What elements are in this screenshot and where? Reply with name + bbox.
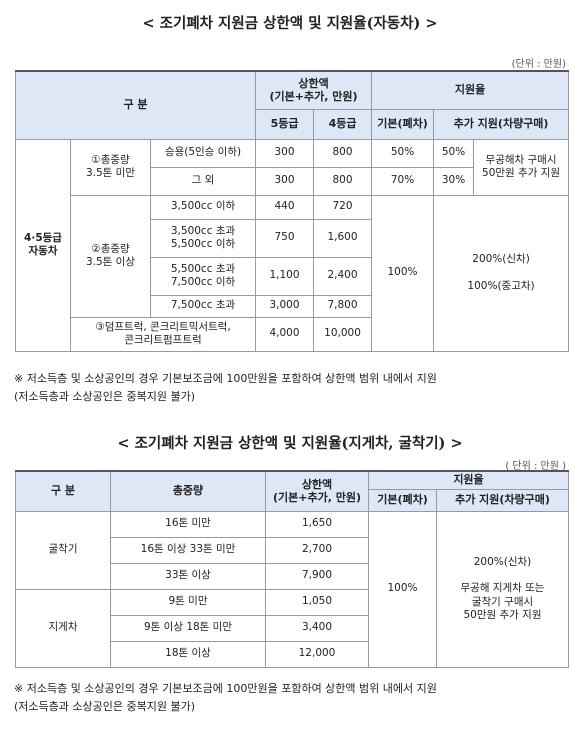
sub-cc-range: 7,500cc 초과 [149,294,257,318]
group-excavator: 굴착기 [15,510,111,590]
cell-extra: 30% [433,166,475,196]
header-group: 구 분 [15,470,111,512]
footnote-2: ※ 저소득층 및 소상공인의 경우 기본보조금에 100만원을 포함하여 상한액… [14,682,437,713]
cell-g4: 2,400 [313,256,373,296]
header-limit: 상한액 (기본+추가, 만원) [265,470,369,512]
cell-limit: 1,650 [265,510,369,538]
category-under-3-5t: ①총중량 3.5톤 미만 [70,138,151,196]
footnote-1: ※ 저소득층 및 소상공인의 경우 기본보조금에 100만원을 포함하여 상한액… [14,372,437,403]
cell-weight: 33톤 이상 [110,562,266,590]
cell-extra-merged: 200%(신차) 무공해 지게차 또는 굴착기 구매시 50만원 추가 지원 [436,510,569,668]
header-group: 구 분 [14,70,257,140]
cell-basic-merged: 100% [371,194,435,352]
cell-limit: 3,400 [265,614,369,642]
group-forklift: 지게차 [15,588,111,668]
table-autos: 구 분 상한액 (기본+추가, 만원) 지원율 5등급 4등급 기본(폐차) 추… [14,70,570,352]
cell-g4: 800 [313,166,373,196]
unit-label-2: ( 단위 : 만원 ) [505,461,566,472]
cell-g4: 720 [313,194,373,220]
cell-g5: 440 [255,194,315,220]
sub-cc-range: 3,500cc 초과 5,500cc 이하 [149,218,257,258]
cell-weight: 18톤 이상 [110,640,266,668]
title-machinery: < 조기폐차 지원금 상한액 및 지원율(지게차, 굴착기) > [117,435,463,452]
cell-g5: 1,100 [255,256,315,296]
cell-limit: 1,050 [265,588,369,616]
cell-weight: 9톤 미만 [110,588,266,616]
table-machinery: 구 분 총중량 상한액 (기본+추가, 만원) 지원율 기본(폐차) 추가 지원… [15,470,569,668]
cell-basic: 50% [371,138,435,168]
cell-limit: 12,000 [265,640,369,668]
header-grade5: 5등급 [255,108,315,140]
cell-extra: 50% [433,138,475,168]
header-basic: 기본(폐차) [371,108,435,140]
cell-limit: 2,700 [265,536,369,564]
cell-ev-bonus-note: 무공해차 구매시 50만원 추가 지원 [473,138,570,196]
header-weight: 총중량 [110,470,266,512]
cell-g5: 3,000 [255,294,315,318]
cell-g5: 750 [255,218,315,258]
cell-g5: 4,000 [255,316,315,352]
title-autos: < 조기폐차 지원금 상한액 및 지원율(자동차) > [142,15,438,32]
sub-others: 그 외 [149,166,257,196]
cell-g4: 10,000 [313,316,373,352]
category-special-trucks: ③덤프트럭, 콘크리트믹서트럭, 콘크리트펌프트럭 [69,316,257,352]
sub-cc-range: 3,500cc 이하 [149,194,257,220]
header-rate: 지원율 [368,470,569,490]
cell-g5: 300 [255,166,315,196]
cell-basic: 70% [371,166,435,196]
header-grade4: 4등급 [313,108,373,140]
header-rate: 지원율 [371,70,570,110]
sub-passenger: 승용(5인승 이하) [149,138,257,168]
cell-g4: 1,600 [313,218,373,258]
cell-weight: 16톤 미만 [110,510,266,538]
cell-g4: 7,800 [313,294,373,318]
cell-weight: 16톤 이상 33톤 미만 [110,536,266,564]
header-extra: 추가 지원(차량구매) [433,108,570,140]
cell-basic-merged: 100% [368,510,437,668]
header-limit: 상한액 (기본+추가, 만원) [255,70,373,110]
category-over-3-5t: ②총중량 3.5톤 이상 [70,194,151,318]
header-extra: 추가 지원(차량구매) [436,488,569,512]
cell-limit: 7,900 [265,562,369,590]
cell-weight: 9톤 이상 18톤 미만 [110,614,266,642]
cell-g4: 800 [313,138,373,168]
cell-g5: 300 [255,138,315,168]
cell-extra-merged: 200%(신차) 100%(중고차) [433,194,570,352]
row-label-grade45: 4·5등급 자동차 [15,138,71,352]
unit-label-1: (단위 : 만원) [511,59,566,70]
header-basic: 기본(폐차) [368,488,437,512]
sub-cc-range: 5,500cc 초과 7,500cc 이하 [149,256,257,296]
